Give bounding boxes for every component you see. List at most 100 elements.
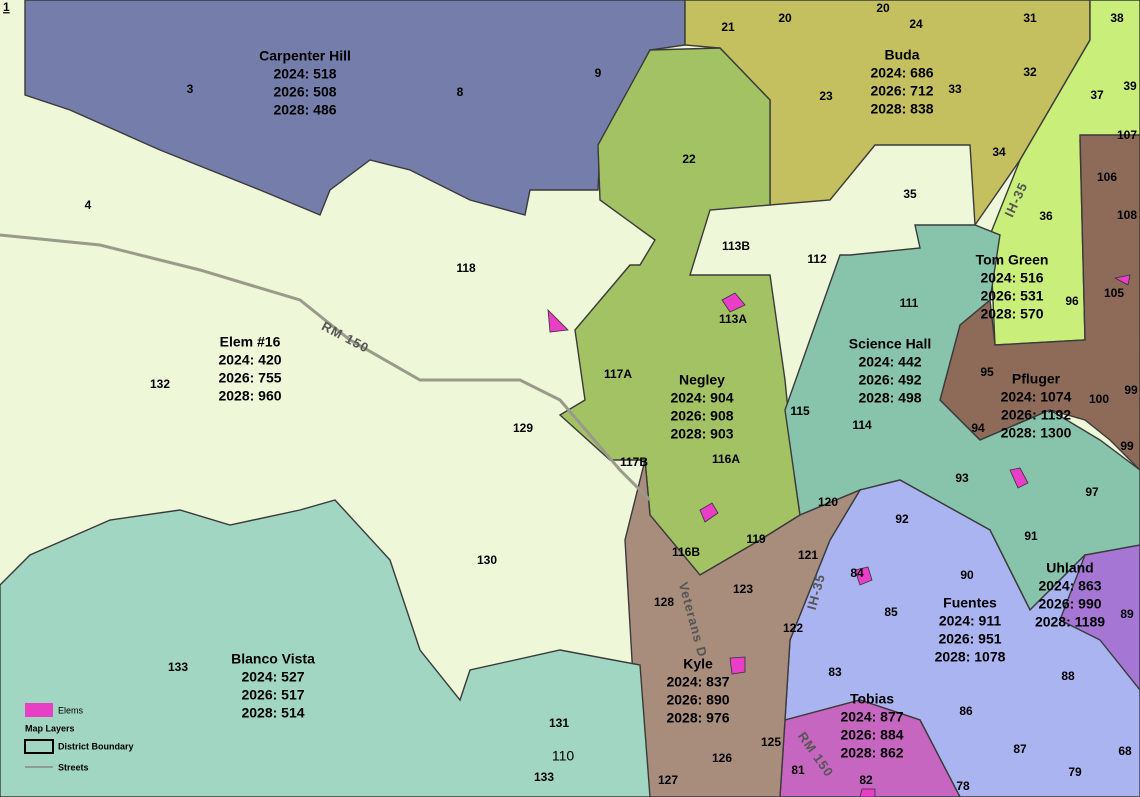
zone-label: 100 [1089, 392, 1109, 406]
zone-label: 119 [746, 532, 766, 546]
school-name: Buda [885, 47, 920, 63]
zone-label: 4 [85, 198, 92, 212]
zone-label: 113A [719, 312, 747, 326]
elem-site [547, 308, 569, 333]
enrollment: 2028: 976 [666, 710, 729, 726]
enrollment: 2028: 838 [870, 101, 933, 117]
enrollment: 2028: 498 [858, 390, 921, 406]
enrollment: 2024: 837 [666, 674, 729, 690]
school-name: Blanco Vista [231, 651, 315, 667]
enrollment: 2024: 863 [1038, 578, 1101, 594]
zone-label: 129 [513, 421, 533, 435]
zone-label: 87 [1013, 742, 1027, 756]
zone-label: 117B [620, 455, 648, 469]
zone-label: 122 [783, 621, 803, 635]
enrollment: 2028: 486 [273, 102, 336, 118]
enrollment: 2026: 712 [870, 83, 933, 99]
zone-label: 3 [187, 82, 194, 96]
zone-label: 112 [807, 252, 827, 266]
enrollment: 2026: 517 [241, 687, 304, 703]
kyle-area [624, 459, 862, 797]
zone-label: 116B [672, 545, 700, 559]
zone-label: 120 [818, 495, 838, 509]
enrollment: 2024: 518 [273, 66, 336, 82]
elem-site [1009, 467, 1029, 489]
legend-title: Map Layers [25, 723, 75, 733]
elem-site [699, 502, 719, 523]
zone-label: 39 [1123, 79, 1137, 93]
zone-label: 117A [604, 367, 632, 381]
enrollment: 2024: 420 [218, 352, 281, 368]
zone-label: 93 [955, 471, 969, 485]
zone-label: 133 [168, 660, 188, 674]
zone-label: 121 [798, 548, 818, 562]
zone-label: 20 [876, 1, 890, 15]
enrollment: 2028: 1078 [935, 649, 1006, 665]
enrollment: 2024: 911 [939, 613, 1001, 629]
enrollment: 2028: 514 [241, 705, 304, 721]
school-name: Carpenter Hill [259, 48, 351, 64]
enrollment: 2026: 508 [273, 84, 336, 100]
zone-label: 92 [895, 512, 909, 526]
zone-label: 78 [956, 779, 970, 793]
zone-label: 128 [654, 595, 674, 609]
zone-label: 94 [971, 421, 985, 435]
zone-label: 85 [884, 605, 898, 619]
enrollment: 2028: 960 [218, 388, 281, 404]
enrollment: 2026: 990 [1038, 596, 1101, 612]
elem-site [721, 292, 746, 313]
zone-label: 81 [791, 763, 805, 777]
enrollment: 2026: 951 [938, 631, 1001, 647]
enrollment: 2024: 877 [840, 709, 903, 725]
zone-label: 107 [1117, 128, 1137, 142]
school-name: Kyle [683, 656, 713, 672]
zone-label: 95 [980, 365, 994, 379]
enrollment: 2024: 686 [870, 65, 933, 81]
zone-label: 68 [1118, 744, 1132, 758]
enrollment: 2026: 755 [218, 370, 281, 386]
school-name: Tom Green [976, 252, 1049, 268]
zone-label: 111 [900, 296, 919, 310]
enrollment: 2024: 527 [241, 669, 304, 685]
zone-label: 89 [1120, 607, 1134, 621]
elem-site [1113, 274, 1131, 286]
science-hall-area [784, 224, 1140, 612]
zone-label: 20 [778, 11, 792, 25]
zone-label: 125 [761, 735, 781, 749]
enrollment: 2026: 492 [858, 372, 921, 388]
zone-label: 31 [1023, 11, 1037, 25]
enrollment: 2028: 570 [980, 306, 1043, 322]
zone-label: 84 [850, 566, 864, 580]
zone-label: 99 [1124, 383, 1138, 397]
school-name: Pfluger [1012, 371, 1061, 387]
zone-label: 8 [457, 85, 464, 99]
enrollment: 2028: 1300 [1001, 425, 1072, 441]
zone-label: 130 [477, 553, 497, 567]
zone-label: 123 [733, 582, 753, 596]
zone-label: 79 [1068, 765, 1082, 779]
zone-label: 131 [549, 716, 569, 730]
enrollment: 2028: 903 [670, 426, 733, 442]
zone-label: 96 [1065, 294, 1079, 308]
zone-label: 110 [552, 748, 575, 764]
zone-label: 82 [859, 773, 873, 787]
edge-label: 1 [3, 0, 10, 14]
zone-label: 90 [960, 568, 974, 582]
zone-label: 126 [712, 751, 732, 765]
zone-label: 23 [819, 89, 833, 103]
legend-boundary-swatch [24, 739, 54, 754]
zone-label: 116A [712, 452, 740, 466]
zone-label: 97 [1085, 485, 1099, 499]
enrollment: 2028: 862 [840, 745, 903, 761]
uhland-area [1059, 544, 1140, 692]
zone-label: 86 [959, 704, 973, 718]
school-name: Uhland [1046, 560, 1093, 576]
zone-label: 115 [790, 404, 810, 418]
zone-label: 133 [534, 770, 554, 784]
enrollment: 2024: 1074 [1001, 389, 1072, 405]
zone-label: 36 [1039, 209, 1053, 223]
enrollment: 2026: 908 [670, 408, 733, 424]
zone-label: 38 [1110, 11, 1124, 25]
enrollment: 2024: 904 [670, 390, 733, 406]
elems [547, 274, 1131, 797]
